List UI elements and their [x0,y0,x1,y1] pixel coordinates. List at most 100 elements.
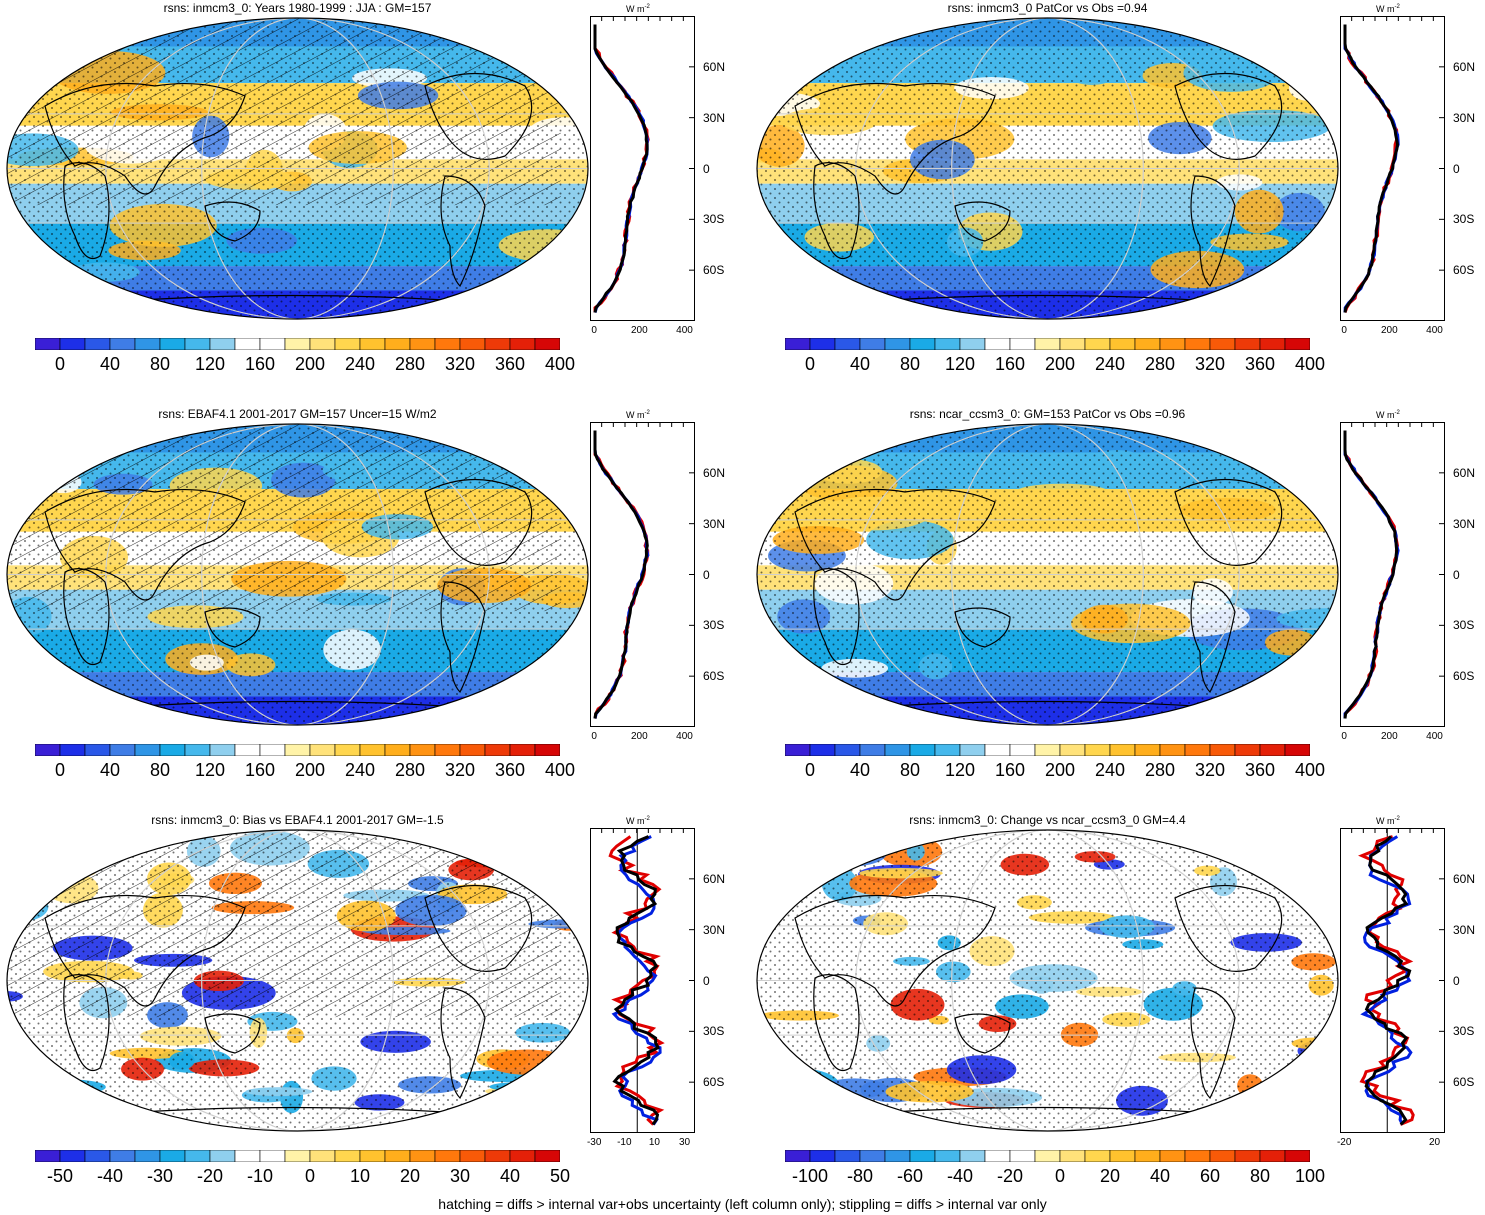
zonal-mean-line [593,430,649,719]
colorbar-swatch [409,1150,436,1162]
colorbar-swatch [59,338,86,350]
zonal-mean-plot [590,16,695,321]
colorbar-swatch [1159,744,1186,756]
map-field-patch [757,1080,784,1098]
colorbar-label: 400 [1294,760,1326,780]
world-map [756,17,1339,320]
colorbar-label: 360 [1244,760,1276,780]
unit-exponent: -2 [644,816,650,822]
colorbar-swatch [259,744,286,756]
colorbar-swatch [1084,744,1111,756]
colorbar-label: 240 [344,760,376,780]
map-border [756,829,1339,1132]
colorbar-label: -40 [946,1166,973,1186]
colorbar-label: 120 [944,354,976,374]
colorbar-swatch [1009,338,1036,350]
colorbar-swatch [1259,744,1286,756]
colorbar-swatch [509,338,536,350]
continent-outline [813,162,860,260]
colorbar-swatch [1209,1150,1236,1162]
lat-label: 60N [703,871,726,886]
continent-outline [794,894,996,1007]
colorbar-swatch [184,338,211,350]
continent-outline [204,201,261,242]
map-field-patch [1258,1074,1332,1107]
colorbar-swatch [859,338,886,350]
world-map [756,423,1339,726]
colorbar-swatch [809,338,836,350]
colorbar-swatch [384,338,411,350]
colorbar-label: 0 [304,1166,315,1186]
zonal-unit-label: W m-2 [1376,410,1400,420]
colorbar-swatch [1109,1150,1136,1162]
colorbar-swatch [1284,1150,1310,1162]
continent-outline [63,974,110,1072]
colorbar-label: 320 [444,760,476,780]
unit-text: W m [1376,816,1395,826]
colorbar-swatch [234,338,261,350]
colorbar-swatch [109,1150,136,1162]
colorbar-label: 40 [1149,1166,1171,1186]
map-border [756,17,1339,320]
colorbar [785,338,1310,350]
colorbar-swatch [1184,338,1211,350]
colorbar-swatch [459,1150,486,1162]
unit-text: W m [1376,4,1395,14]
colorbar-swatch [984,744,1011,756]
colorbar-swatch [84,744,111,756]
lat-label: 60S [1453,263,1475,278]
colorbar-label: -40 [96,1166,123,1186]
colorbar-swatch [459,338,486,350]
zonal-xtick-label: -30 [586,1137,602,1148]
colorbar-label: 360 [494,760,526,780]
colorbar-label: 120 [944,760,976,780]
world-map [6,17,589,320]
colorbar-swatch [1109,338,1136,350]
colorbar-label: 280 [394,354,426,374]
colorbar-label: 100 [1294,1166,1326,1186]
continent-outline [44,82,246,195]
colorbar-label: 80 [899,760,921,780]
unit-exponent: -2 [1394,816,1400,822]
unit-exponent: -2 [644,410,650,416]
panel-title: rsns: EBAF4.1 2001-2017 GM=157 Uncer=15 … [158,407,437,421]
colorbar-swatch [359,338,386,350]
colorbar-swatch [334,744,361,756]
continent-outline [63,568,110,666]
colorbar-label: -100 [791,1166,829,1186]
map-border [756,423,1339,726]
map-field-patch [535,472,588,486]
lat-label: 30N [703,922,726,937]
continent-outline [1174,885,1283,972]
colorbar-swatch [1184,744,1211,756]
lat-label: 0 [703,973,710,988]
lat-label: 60S [703,263,725,278]
graticule-line [855,18,1240,319]
colorbar-swatch [1084,338,1111,350]
colorbar-swatch [184,744,211,756]
colorbar-label: -20 [996,1166,1023,1186]
lat-label: 60N [703,59,726,74]
panel-title: rsns: inmcm3_0: Years 1980-1999 : JJA : … [163,1,432,15]
colorbar-swatch [909,744,936,756]
colorbar-swatch [834,1150,861,1162]
colorbar-label: 160 [994,354,1026,374]
lat-label: 0 [703,161,710,176]
world-map [6,423,589,726]
colorbar-label: 160 [994,760,1026,780]
colorbar-label: 120 [194,760,226,780]
lat-label: 0 [1453,567,1460,582]
panel-title: rsns: ncar_ccsm3_0: GM=153 PatCor vs Obs… [909,407,1186,421]
zonal-mean-line [1364,835,1412,1126]
zonal-xtick-label: -20 [1336,1137,1352,1148]
colorbar-label: 200 [294,760,326,780]
graticule-line [201,424,394,725]
colorbar-swatch [334,1150,361,1162]
lat-label: 30S [1453,618,1475,633]
colorbar-swatch [509,1150,536,1162]
colorbar-swatch [35,338,61,350]
colorbar-swatch [434,744,461,756]
colorbar-swatch [1109,744,1136,756]
colorbar-swatch [184,1150,211,1162]
lat-label: 30N [703,516,726,531]
